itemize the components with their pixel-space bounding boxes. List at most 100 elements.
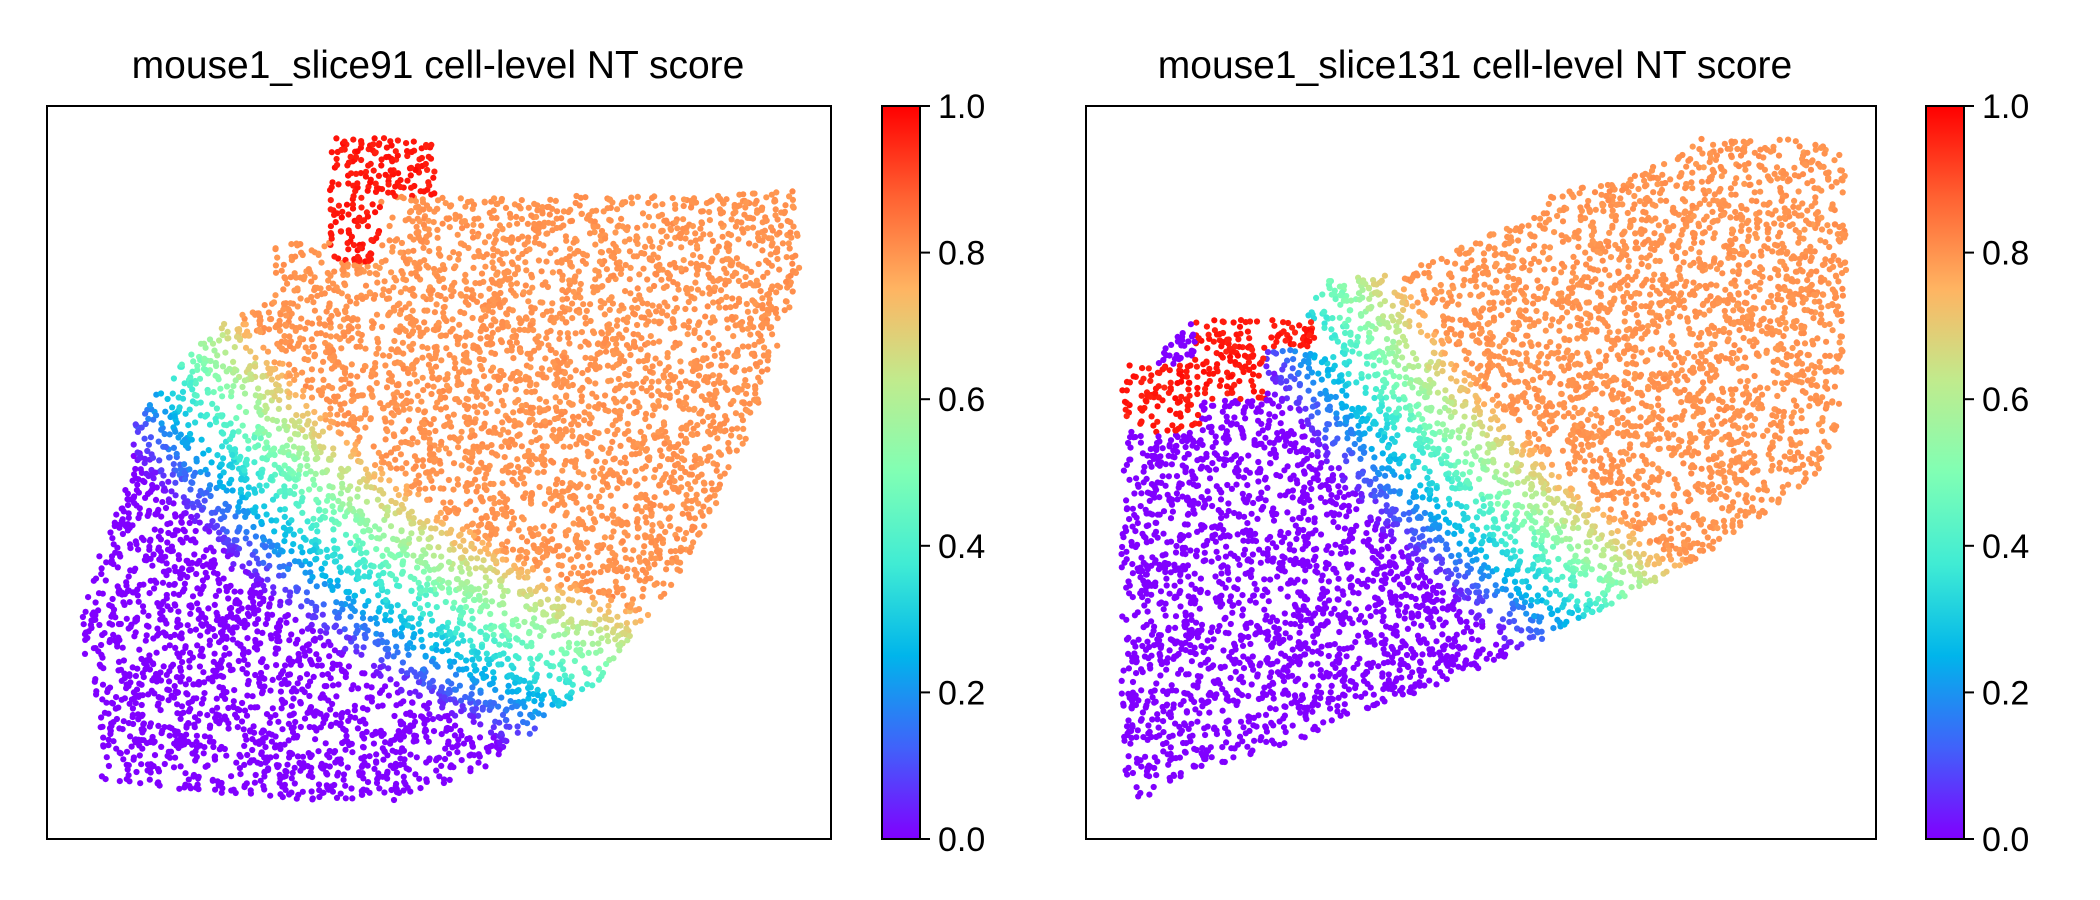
cell-point [477, 689, 484, 696]
cell-point [503, 513, 510, 520]
cell-point [162, 443, 169, 451]
cell-point [701, 445, 709, 452]
cell-point [397, 177, 404, 184]
cell-point [233, 624, 240, 631]
cell-point [192, 527, 199, 535]
cell-point [328, 365, 335, 372]
cell-point [104, 688, 111, 696]
cell-point [254, 628, 261, 635]
cell-point [577, 294, 584, 301]
cell-point [474, 409, 481, 416]
cell-point [122, 487, 129, 494]
cell-point [392, 485, 400, 493]
cell-point [323, 546, 330, 554]
cell-point [92, 599, 99, 606]
cell-point [442, 640, 449, 647]
cell-point [333, 135, 340, 142]
cell-point [478, 564, 485, 571]
cell-point [320, 358, 327, 365]
cell-point [169, 404, 176, 411]
cell-point [391, 337, 398, 345]
cell-point [206, 641, 213, 649]
cell-point [632, 451, 639, 458]
cell-point [609, 422, 616, 429]
cell-point [420, 293, 427, 300]
cell-point [491, 637, 498, 644]
cell-point [256, 482, 263, 489]
cell-point [272, 269, 280, 276]
cell-point [559, 287, 566, 294]
cell-point [523, 267, 530, 274]
cell-point [287, 300, 294, 307]
cell-point [314, 292, 321, 299]
cell-point [186, 657, 193, 664]
cell-point [373, 350, 380, 357]
cell-point [257, 760, 264, 768]
cell-point [162, 408, 169, 415]
cell-point [400, 773, 407, 780]
cell-point [354, 180, 361, 187]
cell-point [506, 723, 513, 731]
cell-point [628, 200, 636, 207]
cell-point [406, 380, 413, 387]
cell-point [397, 755, 404, 762]
cell-point [315, 250, 322, 257]
cell-point [457, 195, 464, 202]
cell-point [759, 295, 766, 302]
cell-point [403, 140, 410, 147]
cell-point [144, 490, 152, 497]
cell-point [679, 510, 686, 517]
cell-point [280, 524, 287, 531]
cell-point [136, 752, 143, 759]
cell-point [201, 733, 208, 740]
cell-point [433, 301, 440, 308]
cell-point [739, 417, 747, 424]
cell-point [359, 609, 366, 617]
cell-point [230, 358, 237, 365]
cell-point [459, 225, 466, 232]
cell-point [363, 682, 370, 689]
cell-point [624, 565, 631, 573]
cell-point [438, 438, 445, 445]
cell-point [687, 419, 694, 426]
cell-point [787, 272, 794, 279]
cell-point [656, 338, 663, 345]
cell-point [564, 546, 571, 553]
cell-point [391, 274, 398, 281]
cell-point [251, 486, 258, 493]
cell-point [554, 595, 561, 603]
cell-point [272, 712, 279, 719]
cell-point [450, 460, 458, 467]
cell-point [666, 392, 673, 399]
cell-point [477, 721, 484, 728]
cell-point [202, 525, 209, 532]
cell-point [552, 394, 559, 401]
cell-point [677, 474, 684, 481]
cell-point [182, 643, 189, 650]
cell-point [177, 715, 184, 723]
cell-point [752, 242, 759, 249]
cell-point [653, 548, 661, 555]
cell-point [684, 331, 691, 338]
cell-point [506, 632, 513, 639]
cell-point [338, 666, 345, 673]
cell-point [511, 271, 519, 278]
panel-1-title: mouse1_slice91 cell-level NT score [132, 44, 745, 87]
cell-point [477, 402, 484, 409]
cell-point [375, 172, 382, 179]
cell-point [708, 480, 715, 487]
cell-point [129, 705, 136, 712]
cell-point [482, 532, 489, 539]
cell-point [471, 216, 478, 223]
cell-point [546, 672, 553, 679]
cell-point [446, 254, 453, 261]
cell-point [356, 479, 363, 486]
cell-point [589, 640, 596, 648]
cell-point [444, 413, 452, 421]
cell-point [621, 454, 629, 461]
cell-point [264, 611, 271, 618]
cell-point [319, 572, 326, 579]
cell-point [207, 722, 214, 729]
cell-point [150, 551, 157, 558]
